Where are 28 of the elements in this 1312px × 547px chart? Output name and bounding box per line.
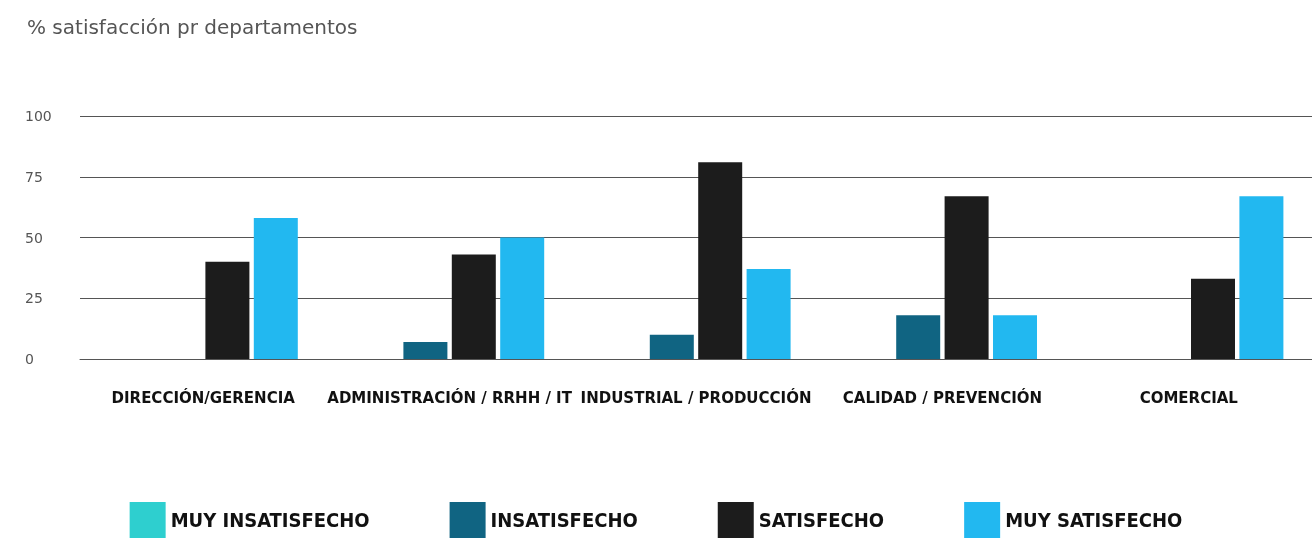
bar [993, 315, 1037, 359]
x-tick-label: ADMINISTRACIÓN / RRHH / IT [327, 388, 573, 407]
bar [896, 315, 941, 359]
bar [205, 261, 250, 359]
bar [698, 162, 743, 359]
legend-label: MUY SATISFECHO [1005, 508, 1183, 532]
x-tick-label: INDUSTRIAL / PRODUCCIÓN [580, 388, 812, 407]
y-tick-label: 50 [25, 229, 43, 246]
y-tick-label: 0 [25, 351, 34, 367]
bar [649, 334, 694, 359]
bar [944, 196, 989, 359]
bar [1191, 278, 1235, 359]
chart-title: % satisfacción pr departamentos [27, 15, 358, 39]
bar [1239, 196, 1284, 359]
bar [451, 254, 496, 359]
x-tick-label: COMERCIAL [1139, 389, 1239, 407]
y-tick-label: 100 [25, 108, 52, 124]
x-tick-label: DIRECCIÓN/GERENCIA [111, 388, 296, 407]
bar [500, 237, 545, 359]
y-tick-label: 25 [25, 290, 43, 307]
legend-label: INSATISFECHO [490, 508, 638, 532]
y-tick-label: 75 [25, 168, 43, 185]
legend-label: SATISFECHO [758, 508, 885, 532]
bar [253, 218, 298, 359]
legend-label: MUY INSATISFECHO [170, 508, 370, 532]
bar [403, 341, 448, 359]
bar [746, 269, 791, 359]
x-tick-label: CALIDAD / PREVENCIÓN [842, 388, 1043, 407]
